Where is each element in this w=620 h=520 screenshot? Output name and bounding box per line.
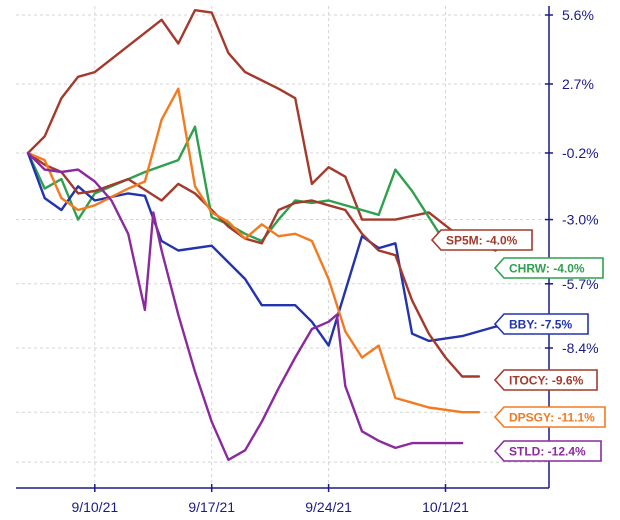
end-label-box (493, 440, 602, 462)
end-label-bby: BBY: -7.5% (493, 313, 589, 335)
x-tick-label: 10/1/21 (422, 499, 469, 515)
end-label-sp5m: SP5M: -4.0% (430, 229, 533, 251)
end-label-box (430, 229, 533, 251)
y-tick-label: -0.2% (562, 145, 599, 161)
series-lines (26, 8, 514, 461)
x-tick-label: 9/10/21 (71, 499, 118, 515)
series-line-dpsgy (26, 87, 481, 414)
x-tick-label: 9/24/21 (305, 499, 352, 515)
end-label-text: STLD: -12.4% (509, 445, 586, 459)
x-tick-labels: 9/10/21 9/17/21 9/24/21 10/1/21 (71, 484, 469, 515)
series-line-bby (26, 151, 514, 347)
end-label-stld: STLD: -12.4% (493, 440, 602, 462)
series-line-stld (26, 151, 464, 461)
end-label-box (493, 406, 606, 428)
end-label-box (493, 313, 589, 335)
y-tick-label: -8.4% (562, 340, 599, 356)
y-tick-label: -3.0% (562, 212, 599, 228)
y-tick-label: 2.7% (562, 76, 594, 92)
end-label-chrw: CHRW: -4.0% (493, 257, 604, 279)
end-label-itocy: ITOCY: -9.6% (493, 369, 598, 391)
end-label-text: BBY: -7.5% (509, 318, 572, 332)
series-line-sp5m (26, 8, 497, 252)
end-label-box (493, 257, 604, 279)
end-label-text: ITOCY: -9.6% (509, 374, 584, 388)
y-tick-label: 5.6% (562, 7, 594, 23)
y-tick-label: -5.7% (562, 276, 599, 292)
x-tick-label: 9/17/21 (188, 499, 235, 515)
end-label-dpsgy: DPSGY: -11.1% (493, 406, 606, 428)
end-label-box (493, 369, 598, 391)
y-tick-labels: 5.6% 2.7% -0.2% -3.0% -5.7% -8.4% (545, 7, 599, 356)
end-label-text: CHRW: -4.0% (509, 262, 585, 276)
end-label-text: DPSGY: -11.1% (509, 411, 595, 425)
end-labels: SP5M: -4.0% CHRW: -4.0% BBY: -7.5% ITOCY: -… (430, 229, 606, 462)
end-label-text: SP5M: -4.0% (446, 234, 518, 248)
grid (16, 6, 549, 488)
